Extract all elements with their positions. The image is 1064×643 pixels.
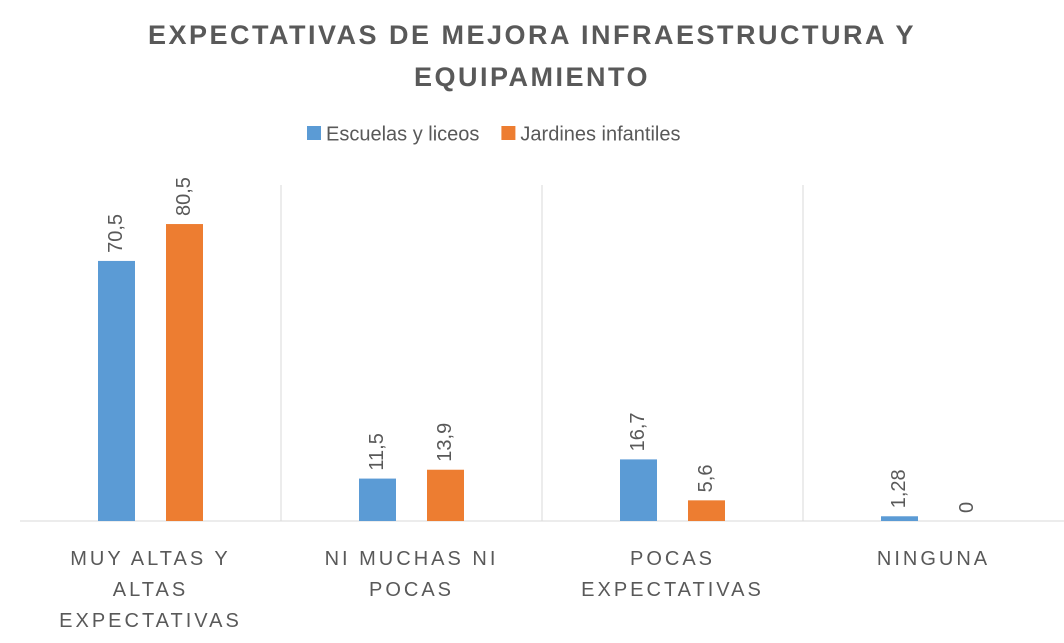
bar xyxy=(688,500,725,521)
bar xyxy=(359,478,396,521)
x-tick-label: NINGUNA xyxy=(876,548,991,570)
x-tick-label: MUY ALTAS Y ALTAS EXPECTATIVAS xyxy=(59,548,242,632)
legend-label: Jardines infantiles xyxy=(520,123,680,145)
bar xyxy=(620,459,657,521)
data-label: 16,7 xyxy=(627,412,649,451)
data-label: 0 xyxy=(956,502,978,513)
data-label: 1,28 xyxy=(888,469,910,508)
data-label: 11,5 xyxy=(366,433,388,470)
bar xyxy=(427,469,464,521)
legend-swatch xyxy=(307,126,321,140)
chart-title: EXPECTATIVAS DE MEJORA INFRAESTRUCTURA Y… xyxy=(147,20,917,92)
x-tick-label: NI MUCHAS NI POCAS xyxy=(324,548,499,601)
data-label: 13,9 xyxy=(434,423,456,462)
legend-label: Escuelas y liceos xyxy=(326,123,479,145)
data-label: 5,6 xyxy=(695,465,717,493)
data-label: 80,5 xyxy=(173,177,195,216)
bar xyxy=(166,224,203,522)
legend-swatch xyxy=(501,126,516,140)
bar xyxy=(98,260,135,521)
data-label: 70,5 xyxy=(105,214,127,253)
bar xyxy=(881,516,918,521)
x-tick-label: POCAS EXPECTATIVAS xyxy=(581,548,764,601)
